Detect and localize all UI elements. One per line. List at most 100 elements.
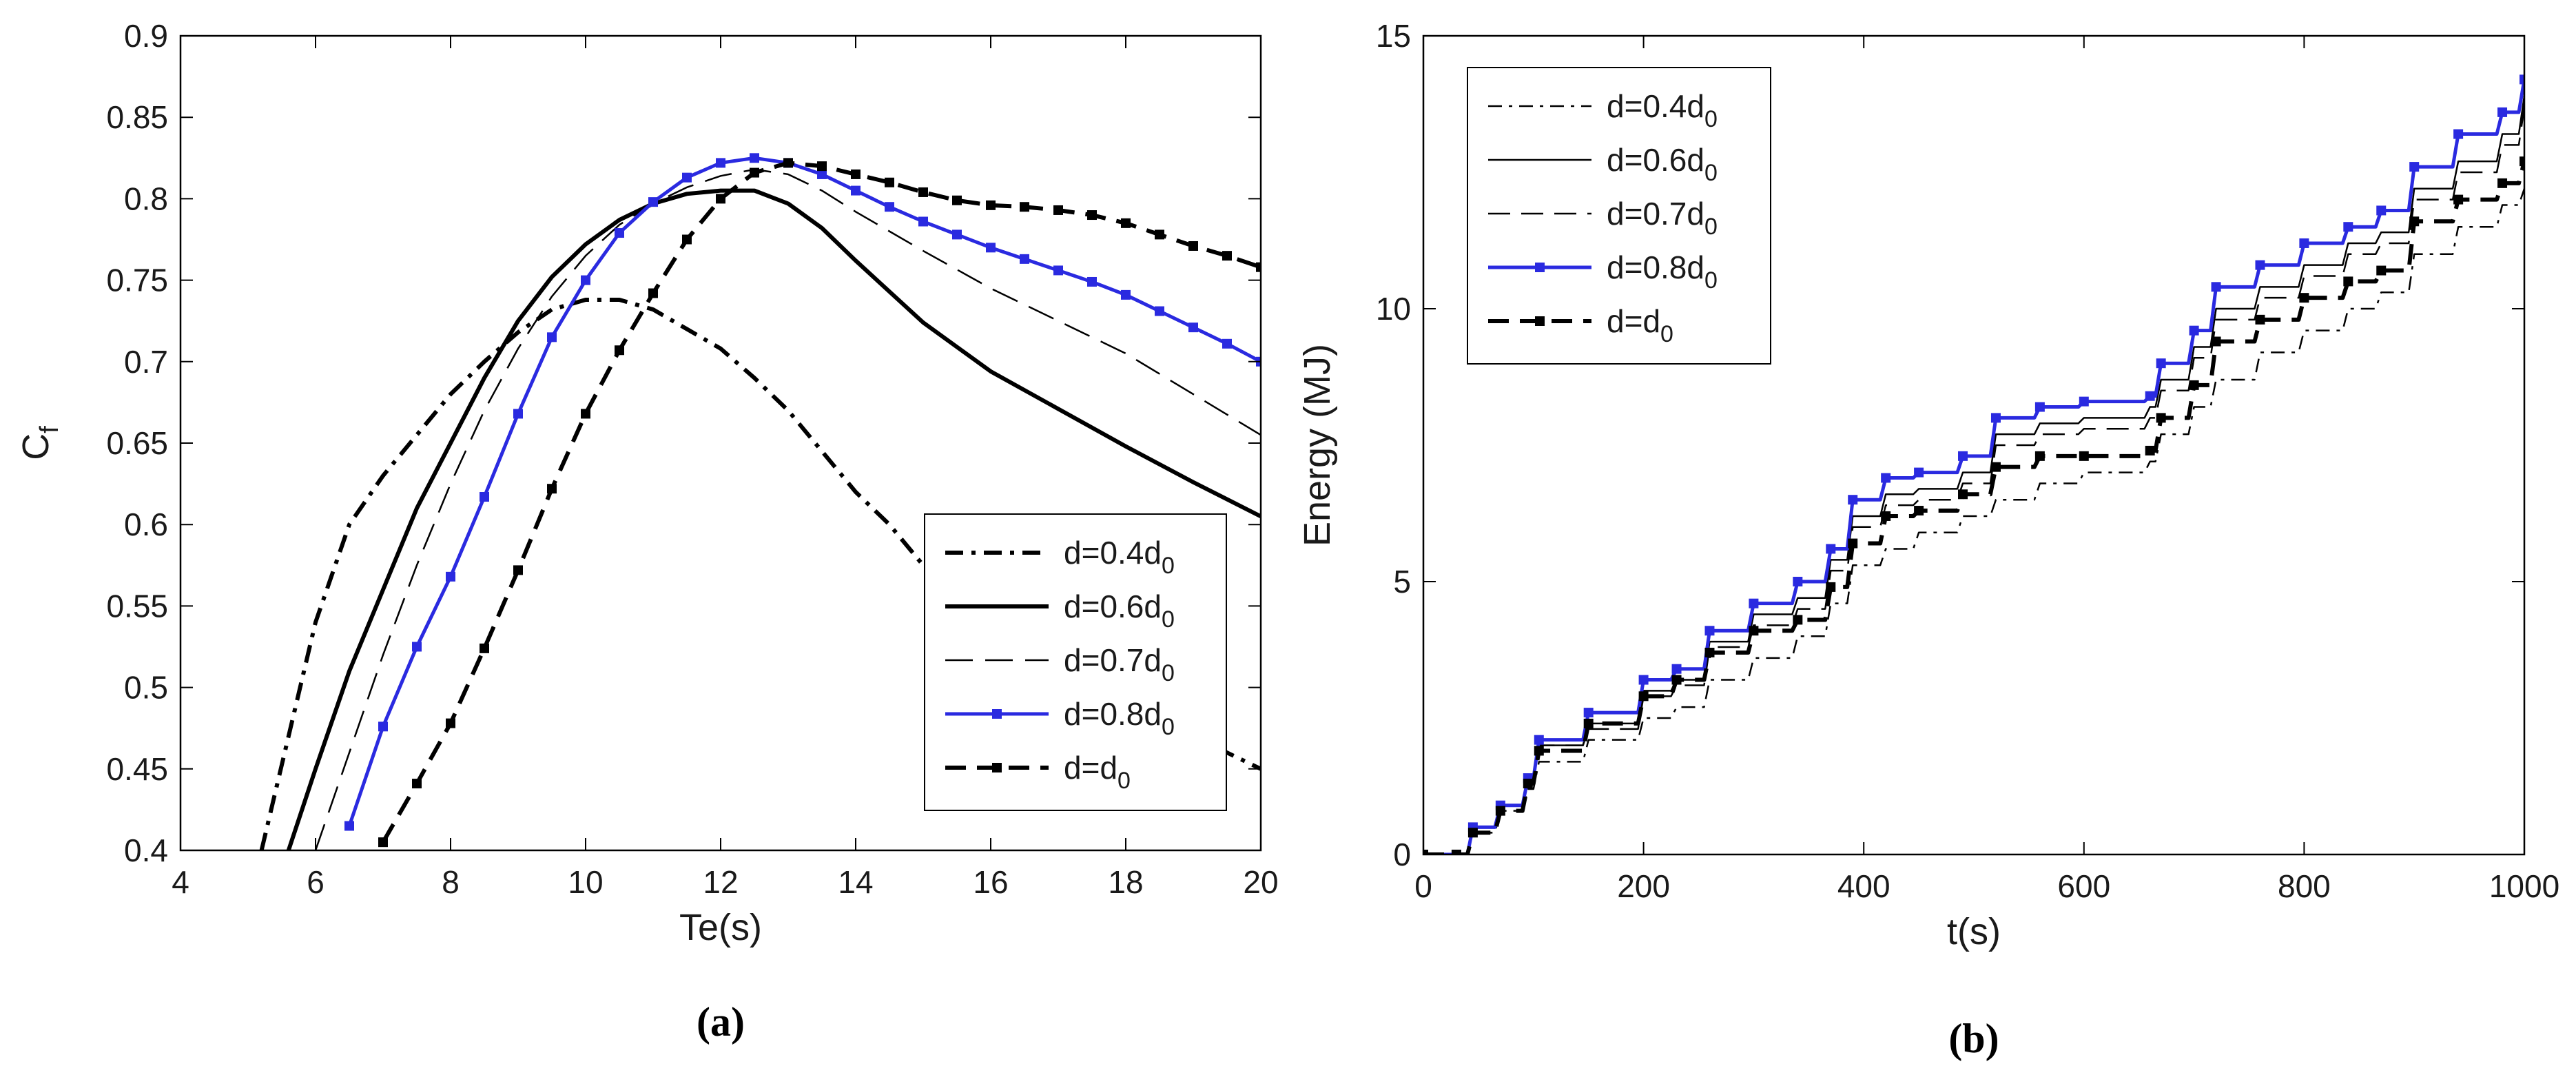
data-point [1121, 289, 1131, 300]
data-point [1914, 467, 1924, 478]
data-point [2520, 74, 2524, 85]
data-point [648, 288, 658, 298]
data-point [513, 409, 523, 419]
y-tick-label: 0.45 [106, 751, 168, 787]
data-point [1020, 202, 1029, 212]
data-point [2156, 413, 2166, 423]
data-point [1087, 276, 1097, 287]
data-point [1583, 708, 1594, 718]
data-point [1222, 251, 1232, 261]
legend-label-1: d=0.4d0 [1064, 535, 1175, 579]
data-point [1121, 218, 1131, 228]
series-line-1 [1423, 188, 2524, 854]
data-point [344, 821, 354, 831]
x-axis-label: Te(s) [679, 907, 762, 948]
x-tick-label: 600 [2057, 868, 2110, 904]
x-tick-label: 8 [442, 864, 460, 900]
data-point [1638, 691, 1649, 702]
data-point [885, 202, 894, 212]
legend-label-3-sub: 0 [1704, 214, 1718, 240]
data-point [851, 185, 861, 196]
legend-label-4: d=0.8d0 [1064, 696, 1175, 740]
data-point [851, 169, 861, 179]
data-point [1848, 495, 1858, 505]
y-axis-label: Cf [15, 426, 64, 460]
series-line-5 [1423, 161, 2524, 854]
data-point [2145, 391, 2155, 401]
data-point [952, 229, 962, 240]
data-point [2497, 178, 2508, 188]
data-point [1793, 577, 1803, 586]
legend-label-2-sub: 0 [1704, 160, 1718, 186]
series-line-4 [347, 156, 1261, 827]
data-point [1638, 675, 1649, 685]
data-point [1749, 598, 1759, 608]
legend-marker-5 [992, 763, 1002, 772]
data-point [1222, 338, 1232, 349]
data-point [2079, 451, 2089, 461]
data-point [1188, 322, 1198, 333]
panel-caption: (a) [697, 999, 745, 1045]
data-point [446, 571, 455, 582]
legend-marker-4 [992, 709, 1002, 719]
data-point [1671, 664, 1682, 674]
data-point [1826, 582, 1836, 592]
data-point [2376, 205, 2387, 216]
data-point [1671, 675, 1682, 685]
plot-frame [1422, 34, 2526, 856]
data-point [2409, 216, 2420, 227]
x-tick-label: 10 [568, 864, 603, 900]
y-tick-label: 0.65 [106, 425, 168, 461]
data-point [1523, 779, 1533, 789]
data-point [446, 718, 455, 728]
y-tick-label: 0.4 [124, 832, 168, 868]
y-tick-label: 0.85 [106, 99, 168, 135]
panel-caption: (b) [1948, 1016, 1999, 1061]
data-point [2453, 129, 2464, 139]
x-tick-label: 400 [1837, 868, 1890, 904]
data-point [885, 177, 894, 187]
legend-marker-5 [1535, 316, 1545, 326]
data-point [1534, 746, 1544, 756]
data-point [1451, 850, 1461, 854]
data-point [1704, 626, 1715, 636]
series-line-3 [314, 168, 1261, 850]
y-tick-label: 0.75 [106, 263, 168, 298]
data-point [1990, 413, 2001, 423]
plot-area [1423, 74, 2524, 854]
legend-box [1467, 67, 1771, 365]
y-tick-label: 0.8 [124, 181, 168, 216]
data-point [2034, 402, 2045, 412]
legend-label-3: d=0.7d0 [1607, 196, 1718, 240]
data-point [615, 228, 624, 238]
y-axis-label-sub: f [35, 426, 64, 433]
data-point [2255, 260, 2265, 270]
data-point [1155, 306, 1164, 316]
data-point [615, 345, 624, 356]
data-point [1793, 615, 1803, 625]
x-tick-label: 12 [703, 864, 738, 900]
legend-label-3-sub: 0 [1162, 660, 1175, 686]
data-point [1256, 262, 1261, 272]
y-tick-label: 10 [1376, 291, 1411, 327]
data-point [1188, 240, 1198, 251]
y-tick-label: 0.55 [106, 588, 168, 624]
legend-label-4-main: d=0.8d [1064, 696, 1162, 732]
data-point [682, 172, 692, 183]
x-tick-label: 6 [307, 864, 324, 900]
data-point [513, 565, 523, 575]
x-tick-label: 14 [838, 864, 873, 900]
data-point [1053, 265, 1063, 276]
chart-panel-b: 0 200 400 600 800 1000 0 5 10 15 t(s) Energy (MJ) d=… [1297, 18, 2559, 1061]
series-line-3 [1423, 106, 2524, 854]
legend-label-2-main: d=0.6d [1607, 142, 1704, 178]
data-point [1423, 850, 1428, 854]
y-tick-label: 0.5 [124, 670, 168, 706]
data-point [716, 158, 725, 168]
legend-label-5-sub: 0 [1660, 321, 1673, 347]
data-point [2497, 107, 2508, 117]
data-point [2453, 194, 2464, 205]
data-point [952, 195, 962, 205]
data-point [581, 409, 590, 419]
